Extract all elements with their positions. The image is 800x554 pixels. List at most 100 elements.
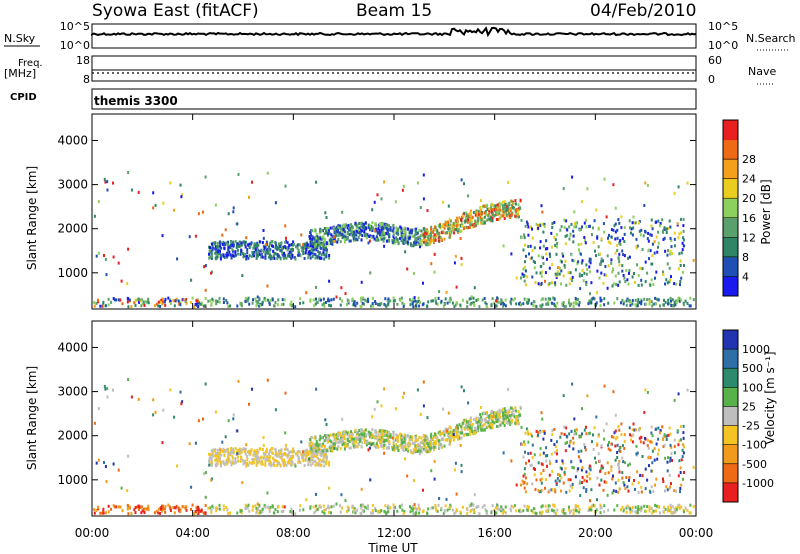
velocity-cell-80 (299, 508, 301, 512)
velocity-cell-2371 (266, 491, 269, 495)
velocity-cell-1714 (340, 440, 343, 444)
velocity-cell-1682 (504, 413, 507, 417)
velocity-cell-1125 (369, 441, 372, 445)
power-cell-2330 (453, 261, 456, 265)
velocity-cell-915 (239, 459, 242, 463)
velocity-cell-916 (249, 452, 252, 456)
power-cell-2383 (367, 241, 370, 245)
power-cell-2346 (541, 210, 544, 214)
power-cell-457 (289, 303, 292, 307)
power-cell-1723 (350, 227, 353, 231)
velocity-cell-1467 (325, 438, 328, 442)
velocity-cell-500 (670, 511, 673, 514)
velocity-cell-1358 (469, 416, 472, 420)
velocity-cell-277 (370, 511, 372, 515)
velocity-cell-2011 (679, 487, 682, 490)
power-cell-2229 (640, 228, 643, 232)
velocity-cell-1378 (491, 420, 494, 424)
power-cell-304 (174, 299, 177, 303)
power-cell-1680 (378, 222, 381, 226)
velocity-cell-2359 (232, 417, 235, 421)
velocity-cell-438 (459, 510, 462, 514)
velocity-cell-15 (347, 508, 350, 512)
power-cell-771 (277, 247, 280, 251)
velocity-cell-1574 (394, 446, 397, 449)
velocity-cell-1374 (375, 445, 378, 449)
power-cbar-swatch-6 (723, 159, 738, 180)
power-cell-1663 (396, 238, 399, 242)
velocity-cell-2206 (553, 427, 556, 431)
power-cbar-swatch-0 (723, 276, 738, 297)
velocity-cell-1925 (550, 452, 553, 456)
velocity-cell-1951 (612, 435, 615, 439)
velocity-cell-2266 (127, 454, 130, 458)
velocity-cell-303 (313, 511, 316, 515)
velocity-cell-815 (328, 461, 331, 464)
velocity-cell-2150 (618, 428, 621, 432)
power-cell-867 (254, 248, 257, 252)
velocity-cell-1926 (618, 448, 621, 452)
velocity-cell-514 (169, 509, 172, 512)
velocity-cell-1929 (602, 429, 605, 433)
velocity-cell-612 (310, 453, 313, 457)
velocity-cell-1460 (424, 434, 427, 438)
power-cell-648 (257, 243, 260, 247)
velocity-cell-1825 (385, 438, 388, 442)
power-cell-2381 (491, 208, 494, 211)
velocity-cell-2110 (522, 474, 525, 478)
power-cell-283 (318, 297, 321, 301)
velocity-cell-1835 (438, 432, 441, 436)
power-cell-296 (327, 297, 330, 301)
velocity-cell-1897 (624, 487, 627, 490)
power-cell-2007 (617, 257, 620, 261)
power-cell-249 (147, 299, 150, 303)
velocity-cell-254 (662, 510, 665, 514)
velocity-cell-922 (256, 457, 259, 461)
velocity-cell-285 (199, 509, 202, 513)
power-cell-480 (568, 298, 570, 302)
power-cell-711 (322, 247, 325, 251)
velocity-cell-562 (311, 462, 314, 466)
power-cell-2240 (127, 171, 130, 174)
velocity-cell-1987 (542, 451, 545, 455)
velocity-cell-1721 (309, 443, 312, 447)
power-cell-242 (656, 297, 658, 301)
power-cell-2298 (557, 266, 560, 269)
power-cell-1135 (327, 227, 330, 231)
velocity-cell-119 (347, 506, 350, 510)
power-cell-2093 (599, 252, 601, 256)
velocity-cell-1529 (491, 423, 494, 427)
power-cell-248 (510, 302, 513, 306)
power-cell-2265 (204, 288, 207, 292)
velocity-cell-67 (625, 506, 628, 510)
velocity-cell-1532 (361, 441, 364, 445)
power-cell-2223 (610, 235, 613, 239)
velocity-cell-1046 (495, 420, 498, 424)
power-cell-2074 (665, 278, 668, 282)
power-cell-461 (496, 296, 499, 300)
velocity-cell-275 (526, 505, 529, 508)
power-cell-2294 (285, 236, 287, 240)
power-cell-474 (468, 297, 471, 301)
velocity-cell-856 (252, 453, 255, 457)
power-cell-1412 (484, 205, 487, 208)
velocity-cell-801 (317, 456, 320, 460)
velocity-cell-128 (210, 510, 213, 514)
velocity-cell-1725 (474, 426, 477, 430)
velocity-cell-446 (389, 506, 392, 510)
velocity-cell-1988 (613, 431, 616, 435)
velocity-cell-328 (359, 503, 362, 507)
velocity-cell-1392 (471, 430, 474, 434)
power-cell-239 (271, 298, 274, 302)
nsearch-tick-top: 10^5 (708, 20, 738, 33)
power-cell-1059 (467, 213, 470, 217)
velocity-cell-1620 (433, 447, 436, 451)
velocity-cell-2379 (611, 491, 614, 495)
velocity-cell-1771 (358, 429, 361, 432)
power-cell-877 (268, 255, 271, 259)
power-cell-2335 (562, 187, 565, 191)
velocity-cell-1667 (455, 435, 458, 439)
velocity-cell-371 (215, 506, 218, 510)
velocity-cell-1801 (365, 433, 368, 437)
